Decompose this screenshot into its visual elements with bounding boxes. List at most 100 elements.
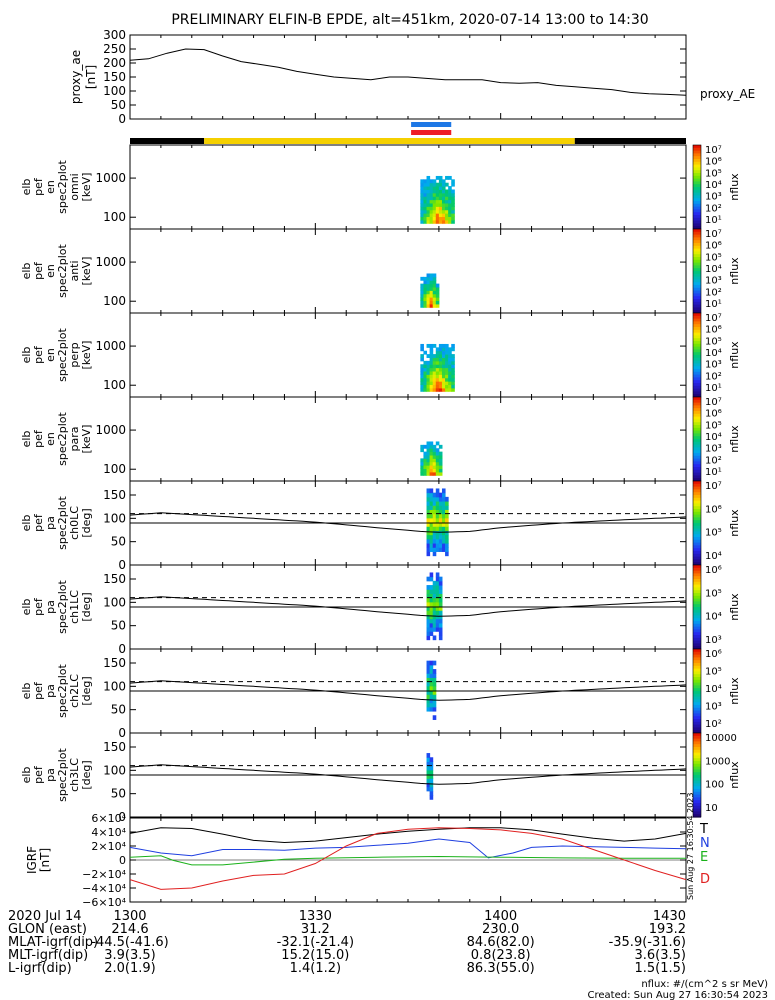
spec-panel-1-ylabel-line: pef bbox=[32, 177, 45, 196]
pa-panel-4-ytick-label: 50 bbox=[111, 787, 126, 801]
spec-panel-1-flux-cell bbox=[420, 192, 424, 197]
pa-panel-2-flux-cell bbox=[429, 601, 434, 607]
spec-panel-3-flux-cell bbox=[441, 364, 446, 369]
spec-panel-3-colorbar-cell bbox=[693, 324, 701, 328]
spec-panel-3-flux-cell bbox=[432, 357, 437, 362]
spec-panel-3-flux-cell bbox=[420, 357, 424, 362]
pa-panel-3-colorbar-cell bbox=[693, 674, 701, 678]
spec-panel-4-flux-cell bbox=[429, 441, 434, 446]
pa-panel-2-colorbar-cell bbox=[693, 567, 701, 572]
pa-panel-1-flux-cell bbox=[441, 501, 446, 506]
spec-panel-3-flux-cell bbox=[432, 374, 437, 379]
spec-panel-4-colorbar-cell bbox=[693, 467, 701, 471]
pa-panel-3-colorbar-cell bbox=[693, 685, 701, 689]
pa-panel-3-flux-cell bbox=[432, 706, 437, 712]
pa-panel-4-ylabel-line: ch3LC bbox=[68, 758, 81, 792]
spec-panel-4-flux-cell bbox=[435, 468, 440, 473]
pa-panel-2-flux-cell bbox=[435, 622, 440, 628]
spec-panel-4-flux-cell bbox=[435, 461, 440, 466]
spec-panel-1-flux-cell bbox=[451, 202, 455, 207]
pa-panel-2-flux-cell bbox=[429, 593, 434, 599]
spec-panel-4-colorbar-cell bbox=[693, 441, 701, 446]
spec-panel-4-flux-cell bbox=[423, 451, 428, 456]
spec-panel-2-colorbar-cell bbox=[693, 229, 701, 233]
igrf-T-line bbox=[129, 827, 687, 844]
pa-panel-2-flux-cell bbox=[432, 601, 437, 607]
pa-panel-2-ytick-label: 100 bbox=[103, 595, 126, 609]
pa-panel-4-colorbar-cell bbox=[693, 744, 701, 748]
pa-panel-2-colorbar-cell bbox=[693, 643, 701, 647]
spec-panel-3-flux-cell bbox=[445, 374, 449, 379]
pa-panel-2-flux-cell bbox=[432, 585, 437, 590]
spec-panel-4-colorbar-cell bbox=[693, 427, 701, 432]
pa-panel-4-colorbar-cell bbox=[693, 791, 701, 796]
spec-panel-4-colorbar-cell bbox=[693, 453, 701, 457]
pa-panel-2-flux-cell bbox=[429, 631, 434, 636]
spec-panel-2-flux-cell bbox=[423, 283, 428, 288]
spec-panel-3-flux-cell bbox=[451, 354, 455, 358]
spec-panel-3-colorbar-cell bbox=[693, 343, 701, 348]
spec-panel-3-flux-cell bbox=[445, 387, 449, 392]
igrf-ylabel: IGRF bbox=[25, 846, 39, 874]
pa-panel-1-colorbar-tick-label: 10⁴ bbox=[705, 551, 722, 562]
spec-panel-1-flux-cell bbox=[445, 202, 449, 207]
spec-panel-2-flux-cell bbox=[423, 300, 428, 305]
spec-panel-3-flux-cell bbox=[420, 347, 424, 352]
spec-panel-4-flux-cell bbox=[438, 454, 443, 459]
spec-panel-1-flux-cell bbox=[441, 199, 446, 204]
spec-panel-1-flux-cell bbox=[445, 206, 449, 211]
spec-panel-1-flux-cell bbox=[423, 186, 428, 190]
pa-panel-1-flux-cell bbox=[432, 530, 437, 536]
spec-panel-1-flux-cell bbox=[438, 206, 443, 211]
pa-panel-1-colorbar-cell bbox=[693, 556, 701, 560]
spec-panel-3-flux-cell bbox=[423, 384, 428, 389]
spec-panel-3-flux-cell bbox=[448, 360, 452, 365]
spec-panel-1-flux-cell bbox=[423, 202, 428, 207]
spec-panel-1-flux-cell bbox=[426, 189, 431, 194]
spec-panel-2-flux-cell bbox=[426, 276, 431, 281]
spec-panel-4-flux-cell bbox=[438, 458, 443, 463]
spec-panel-1-flux-cell bbox=[426, 175, 431, 180]
pa-panel-1-flux-cell bbox=[441, 530, 446, 536]
pa-panel-1-flux-cell bbox=[438, 543, 443, 548]
spec-panel-4-colorbar-cell bbox=[693, 419, 701, 423]
orbit-bar-dark-start bbox=[130, 138, 205, 144]
spec-panel-3-flux-cell bbox=[435, 350, 440, 355]
spec-panel-4-flux-cell bbox=[432, 444, 437, 449]
spec-panel-2-flux-cell bbox=[429, 280, 434, 285]
spec-panel-3-flux-cell bbox=[435, 384, 440, 389]
spec-panel-1-flux-cell bbox=[426, 199, 431, 204]
spec-panel-3-flux-cell bbox=[435, 370, 440, 375]
spec-panel-2-colorbar-cell bbox=[693, 257, 701, 261]
pa-panel-1-flux-cell bbox=[435, 496, 440, 502]
pa-panel-4-colorbar-cell bbox=[693, 758, 701, 762]
pa-panel-3-flux-cell bbox=[429, 694, 434, 699]
spec-panel-3-colorbar-tick-label: 10¹ bbox=[705, 383, 722, 394]
pa-panel-3-flux-cell bbox=[426, 664, 431, 670]
spec-panel-2-colorbar-cell bbox=[693, 245, 701, 250]
spec-panel-1-colorbar-cell bbox=[693, 215, 701, 219]
spec-panel-3-flux-cell bbox=[423, 381, 428, 386]
pa-panel-4-flux-cell bbox=[426, 761, 431, 767]
pa-panel-4-colorbar-tick-label: 1000 bbox=[705, 756, 730, 767]
pa-panel-3-flux-cell bbox=[429, 660, 434, 666]
pa-panel-3-flux-cell bbox=[432, 702, 437, 708]
spec-panel-1-colorbar-cell bbox=[693, 164, 701, 168]
spec-panel-1-flux-cell bbox=[426, 192, 431, 197]
spec-panel-3-flux-cell bbox=[445, 381, 449, 386]
pa-panel-1-colorbar-cell bbox=[693, 531, 701, 535]
spec-panel-2-colorbar-tick-label: 10² bbox=[705, 287, 722, 298]
spec-panel-2-flux-cell bbox=[420, 303, 424, 308]
pa-panel-1-flux-cell bbox=[438, 505, 443, 510]
pa-panel-1-colorbar-cell bbox=[693, 520, 701, 524]
pa-panel-1-flux-cell bbox=[432, 534, 437, 540]
pa-panel-2-flux-cell bbox=[426, 589, 431, 594]
pa-panel-2-flux-cell bbox=[429, 572, 434, 578]
footer-row-value: -35.9(-31.6) bbox=[609, 935, 686, 950]
spec-panel-1-colorbar-cell bbox=[693, 217, 701, 222]
pa-panel-3-colorbar-cell bbox=[693, 724, 701, 728]
pa-panel-1-flux-cell bbox=[432, 551, 437, 557]
spec-panel-1-flux-cell bbox=[432, 216, 437, 221]
spec-panel-1-flux-cell bbox=[429, 213, 434, 218]
spec-panel-4-ylabel-line: en bbox=[44, 432, 57, 446]
